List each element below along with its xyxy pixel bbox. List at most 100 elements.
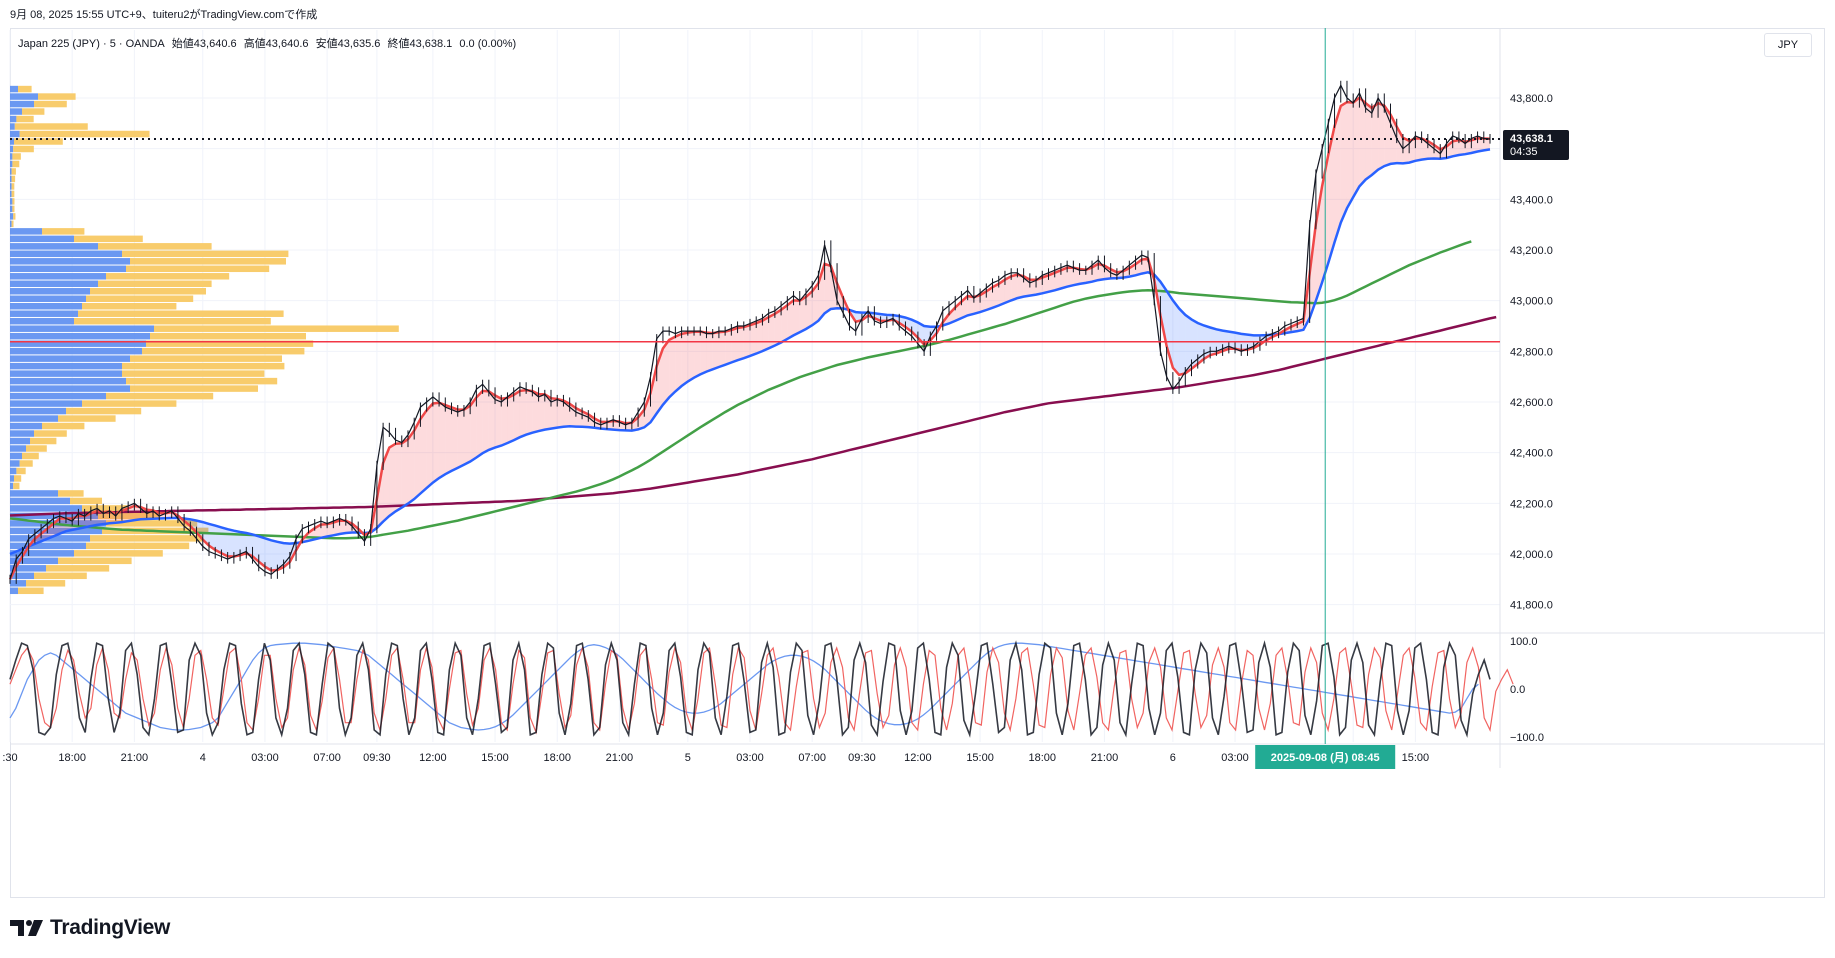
- ribbon-segment: [383, 447, 390, 522]
- volume-bar-down: [130, 355, 282, 362]
- ribbon-segment: [1085, 267, 1093, 283]
- volume-bar-down: [98, 243, 212, 250]
- ema-mid-line: [9, 148, 1491, 556]
- volume-bar-down: [34, 100, 67, 108]
- volume-bar-up: [10, 138, 14, 145]
- grid: [9, 28, 1825, 768]
- currency-button[interactable]: JPY: [1764, 33, 1812, 57]
- ribbon-segment: [532, 391, 539, 433]
- ribbon-segment: [47, 523, 54, 539]
- ribbon-segment: [432, 402, 440, 483]
- ribbon-segment: [103, 511, 110, 525]
- volume-bar-down: [86, 542, 190, 550]
- ribbon-segment: [712, 332, 719, 370]
- volume-bar-down: [14, 123, 88, 130]
- volume-bar-down: [130, 385, 258, 392]
- volume-bar-down: [98, 280, 212, 288]
- ribbon-segment: [762, 317, 769, 352]
- ribbon-segment: [1365, 103, 1372, 180]
- ribbon-segment: [1409, 138, 1416, 163]
- symbol-name[interactable]: Japan 225 (JPY) · 5 · OANDA: [18, 38, 165, 50]
- volume-bar-up: [10, 385, 130, 392]
- sma-long-line: [9, 315, 1497, 517]
- symbol-legend[interactable]: Japan 225 (JPY) · 5 · OANDA 始値43,640.6 高…: [18, 35, 520, 51]
- ribbon-segment: [240, 531, 247, 556]
- tradingview-logo[interactable]: TradingView: [10, 916, 170, 940]
- time-tick-label: 07:00: [798, 752, 826, 764]
- volume-bar-up: [10, 452, 22, 460]
- volume-bar-down: [26, 580, 66, 587]
- volume-bar-down: [19, 130, 150, 138]
- ribbon-segment: [84, 513, 91, 528]
- ribbon-segment: [1060, 267, 1068, 289]
- ribbon-segment: [557, 398, 564, 428]
- volume-bar-up: [10, 295, 86, 302]
- volume-bar-up: [10, 325, 154, 332]
- ribbon-segment: [1197, 322, 1204, 364]
- volume-bar-up: [10, 392, 106, 400]
- volume-bar-down: [18, 587, 44, 595]
- ribbon-segment: [750, 323, 757, 356]
- crosshair-time-bg: [1255, 745, 1396, 769]
- volume-bar-down: [11, 190, 15, 198]
- ribbon-segment: [675, 333, 682, 392]
- ribbon-segment: [339, 520, 346, 534]
- volume-bar-down: [38, 93, 76, 100]
- ribbon-segment: [986, 287, 993, 311]
- time-tick-label: 4: [200, 752, 206, 764]
- ribbon-segment: [1465, 140, 1472, 155]
- ribbon-segment: [1346, 102, 1354, 209]
- ribbon-segment: [426, 403, 433, 489]
- volume-bar-up: [10, 310, 78, 317]
- volume-bar-down: [106, 520, 198, 527]
- volume-bar-up: [10, 332, 150, 340]
- price-tick-label: 42,800.0: [1510, 346, 1553, 358]
- ribbon-segment: [420, 410, 427, 494]
- ribbon-segment: [1471, 138, 1478, 153]
- ribbon-segment: [401, 439, 408, 508]
- ribbon-segment: [1079, 269, 1086, 284]
- volume-bar-down: [11, 220, 14, 228]
- stoch-tick-label: 0.0: [1510, 684, 1525, 696]
- volume-bar-up: [10, 407, 66, 415]
- volume-bar-up: [10, 190, 12, 198]
- last-price-badge-bg: [1503, 130, 1569, 161]
- ribbon-segment: [569, 403, 576, 427]
- ribbon-segment: [283, 543, 290, 568]
- ribbon-segment: [264, 538, 272, 571]
- volume-bar-down: [142, 347, 305, 355]
- time-tick-label: 21:00: [121, 752, 149, 764]
- volume-bar-up: [10, 115, 17, 123]
- volume-bar-down: [34, 572, 87, 580]
- volume-bar-up: [10, 280, 98, 288]
- volume-bar-down: [82, 302, 177, 310]
- bar-countdown: 04:35: [1510, 146, 1538, 158]
- volume-bar-down: [78, 310, 284, 317]
- volume-bar-up: [10, 302, 82, 310]
- volume-bar-down: [74, 550, 163, 557]
- volume-bar-up: [10, 347, 142, 355]
- ribbon-segment: [650, 366, 657, 423]
- volume-bar-down: [70, 497, 102, 505]
- ribbon-segment: [333, 520, 340, 536]
- crosshair-time-label: 2025-09-08 (月) 08:45: [1255, 745, 1396, 769]
- volume-bar-up: [10, 467, 17, 475]
- volume-bar-up: [10, 445, 26, 452]
- volume-bar-down: [42, 422, 85, 430]
- ribbon-segment: [327, 522, 334, 537]
- ribbon-segment: [389, 443, 396, 516]
- ribbon-segment: [1017, 274, 1024, 299]
- volume-bar-up: [10, 93, 38, 100]
- volume-bar-down: [146, 340, 314, 347]
- volume-bar-down: [90, 535, 202, 542]
- volume-bar-down: [14, 475, 22, 482]
- volume-bar-down: [16, 467, 26, 475]
- price-tick-label: 43,800.0: [1510, 93, 1553, 105]
- ribbon-segment: [799, 296, 806, 333]
- ribbon-segment: [1340, 102, 1347, 223]
- volume-bar-down: [86, 295, 194, 302]
- last-price-badge[interactable]: 43,638.104:35: [1503, 130, 1569, 161]
- time-tick-label: 18:00: [1029, 752, 1057, 764]
- volume-bar-down: [11, 175, 16, 183]
